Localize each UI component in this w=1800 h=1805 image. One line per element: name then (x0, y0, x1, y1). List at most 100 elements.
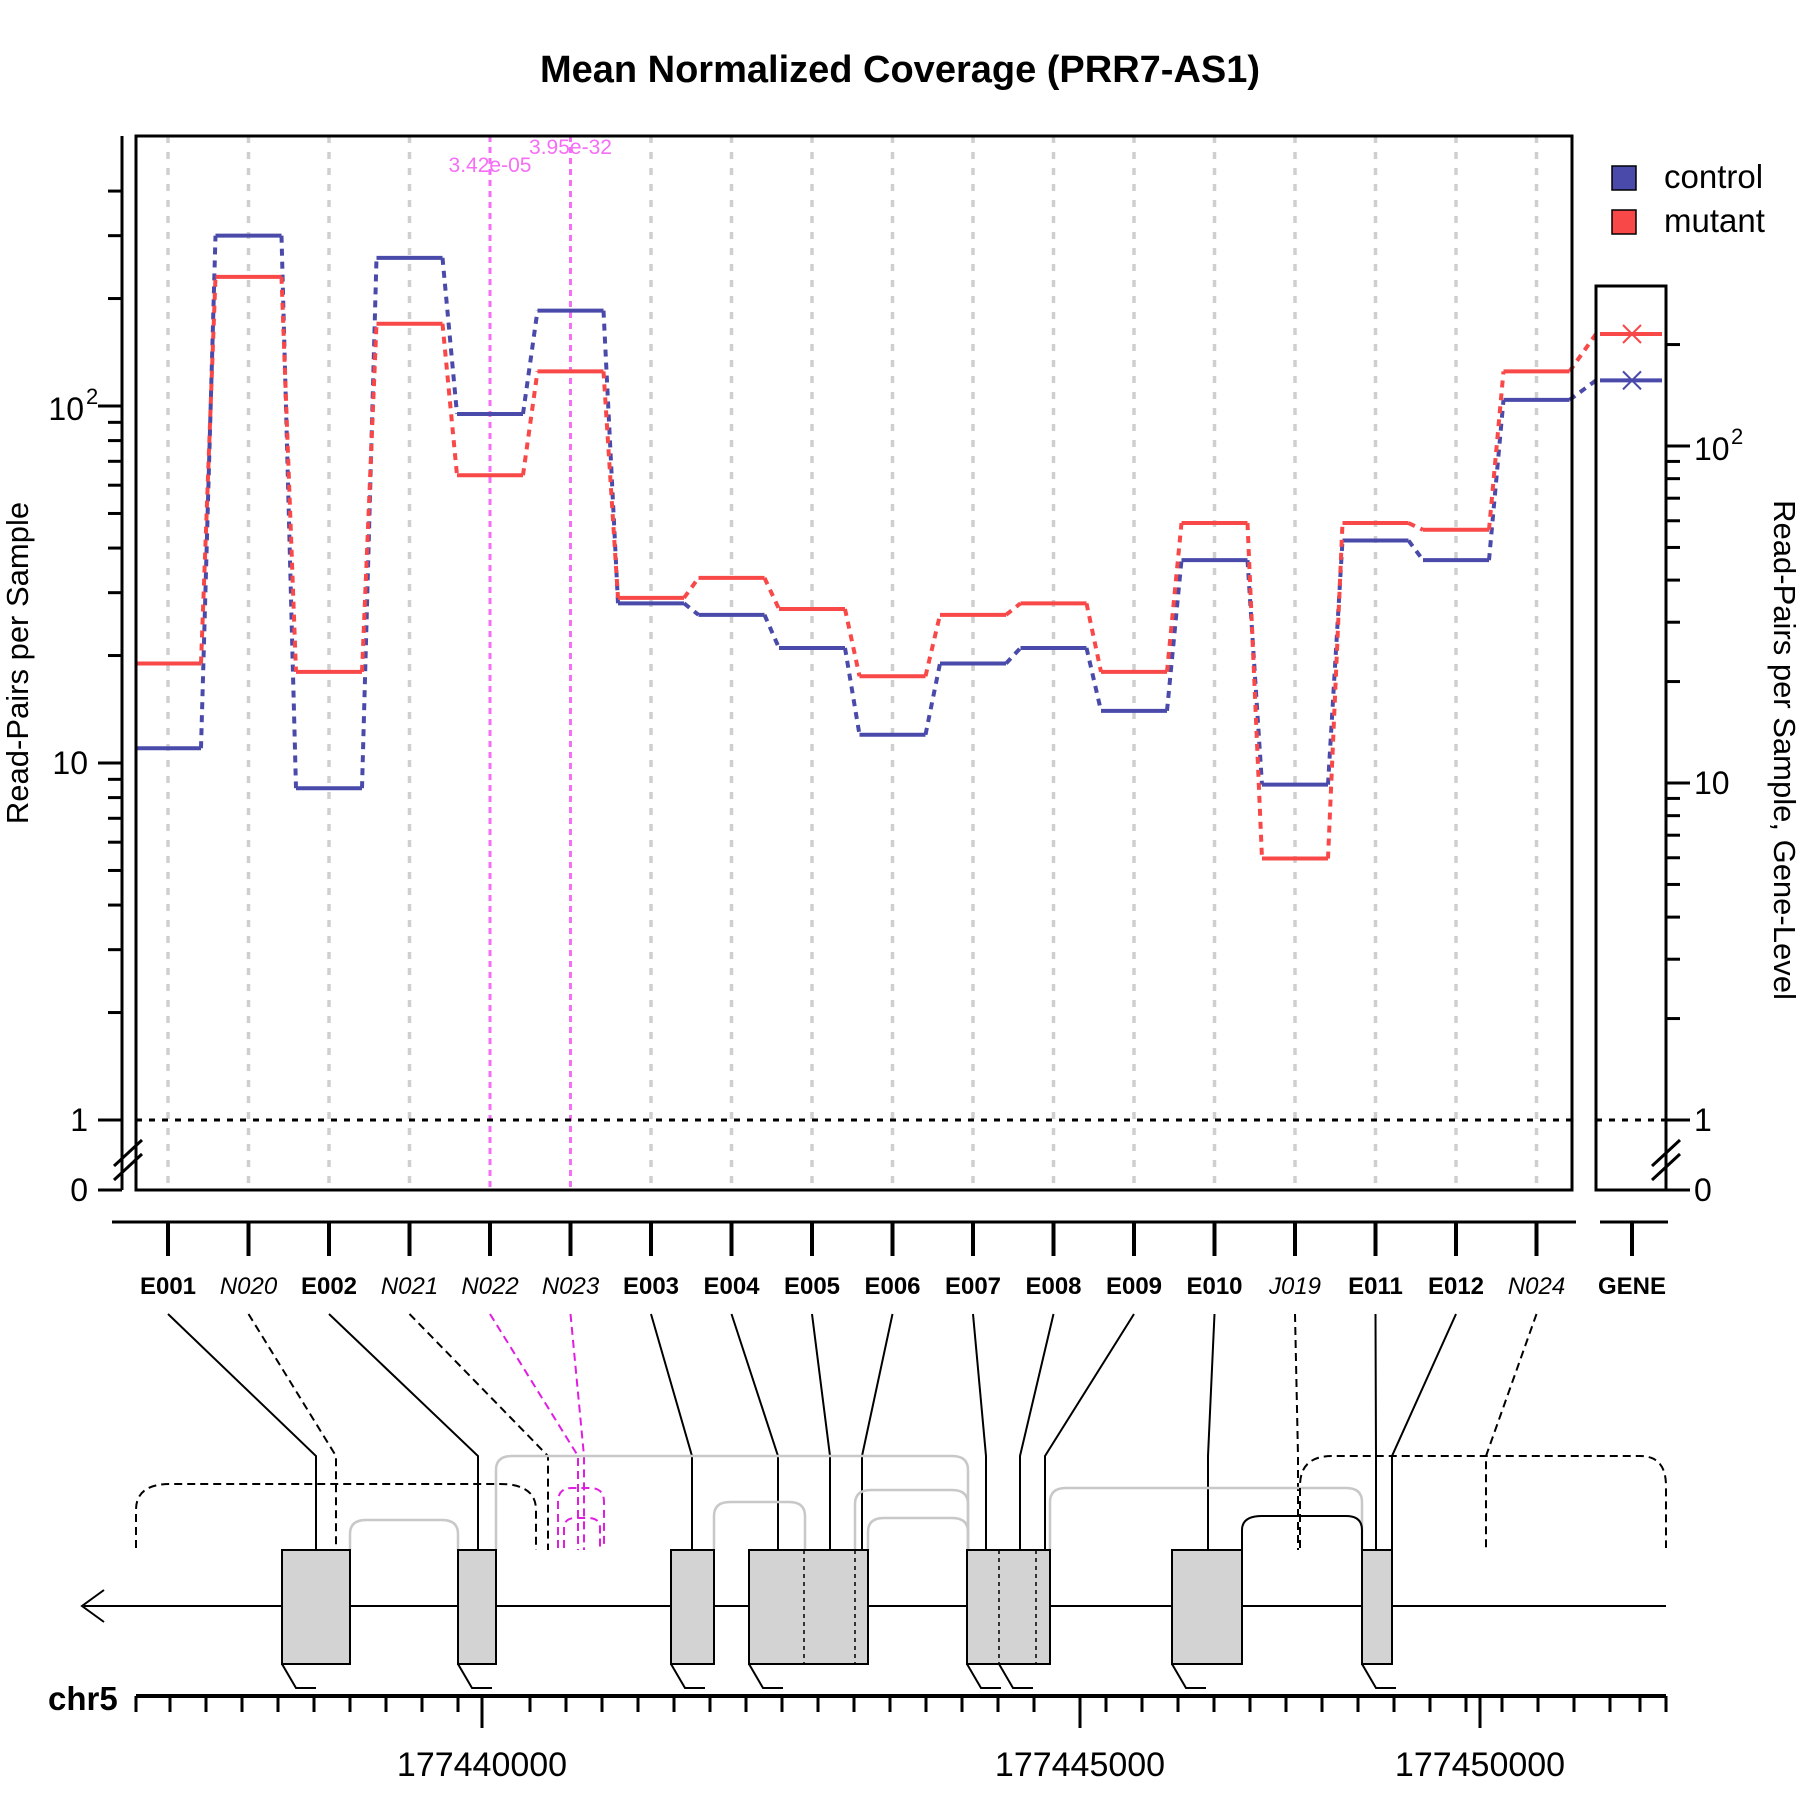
connector-mutant-2 (360, 323, 379, 672)
genome-tick-label-2: 177450000 (1395, 1746, 1565, 1784)
connector-control-11 (1084, 647, 1103, 712)
connector-mutant-13 (1245, 522, 1264, 859)
x-tick-label-E007: E007 (945, 1273, 1001, 1300)
y-tick-label-1: 1 (70, 1102, 88, 1138)
x-tick-label-E006: E006 (864, 1273, 920, 1300)
connector-mutant-14 (1326, 522, 1345, 859)
x-tick-label-E010: E010 (1186, 1273, 1242, 1300)
y-axis-label: Read-Pairs per Sample (0, 502, 35, 824)
exon-box-1 (457, 1549, 497, 1665)
exon-box-2 (670, 1549, 715, 1665)
grid-layer: 3.42e-053.95e-32 (136, 136, 1666, 1190)
connector-control-13 (1245, 560, 1264, 785)
connector-control-15 (1406, 539, 1425, 562)
feature-connector-E009 (1044, 1313, 1135, 1550)
x-tick-label-E008: E008 (1025, 1273, 1081, 1300)
connector-mutant-6 (682, 576, 701, 600)
x-tick-label-N022: N022 (461, 1273, 518, 1300)
feature-connector-J019 (1294, 1313, 1299, 1550)
x-tick-label-N023: N023 (542, 1273, 600, 1300)
exon-bracket-6 (1171, 1663, 1206, 1689)
connector-control-12 (1165, 559, 1184, 712)
connector-control-5 (601, 310, 620, 604)
series-layer (135, 233, 1662, 861)
connector-mutant-4 (521, 371, 540, 476)
exon-bracket-7 (1361, 1663, 1396, 1689)
x-tick-label-N020: N020 (220, 1273, 278, 1300)
gene-marker-mutant (1622, 324, 1642, 344)
connector-control-6 (682, 601, 700, 617)
strand-arrow-icon (80, 1589, 105, 1623)
exon-box-4 (966, 1549, 1051, 1665)
exon-bracket-2 (670, 1663, 705, 1689)
feature-connector-N022 (489, 1313, 579, 1550)
x-tick-label-E001: E001 (140, 1273, 196, 1300)
legend-swatch-control (1611, 165, 1637, 191)
feature-connector-E012 (1391, 1313, 1457, 1550)
feature-connector-N024 (1485, 1313, 1538, 1550)
gene-marker-control (1622, 370, 1642, 391)
pvalue-label-N022: 3.42e-05 (449, 154, 532, 177)
connector-control-10 (1004, 646, 1022, 665)
legend-swatch-mutant (1611, 209, 1637, 235)
y-tick-label-0: 0 (70, 1172, 88, 1208)
y2-tick-label-exp: 2 (1731, 424, 1743, 449)
genome-tick-label-1: 177445000 (995, 1746, 1165, 1784)
feature-connector-N020 (247, 1313, 337, 1550)
exon-box-6 (1361, 1549, 1393, 1665)
exon-bracket-5 (998, 1663, 1033, 1689)
feature-connector-E006 (861, 1313, 894, 1550)
gene-connector-control (1568, 378, 1598, 402)
connector-mutant-1 (279, 276, 298, 672)
feature-connector-E002 (328, 1313, 479, 1550)
exon-box-0 (281, 1549, 351, 1665)
x-tick-label-E002: E002 (301, 1273, 357, 1300)
connector-mutant-12 (1165, 522, 1184, 673)
x-tick-label-E009: E009 (1106, 1273, 1162, 1300)
axis-break-left (112, 1138, 144, 1182)
connector-mutant-15 (1407, 521, 1424, 532)
junction-arc-0 (348, 1518, 460, 1550)
y-tick-label-100: 10 (48, 391, 84, 427)
junction-arc-3 (853, 1488, 970, 1550)
legend-label-mutant: mutant (1664, 202, 1765, 239)
connector-mutant-11 (1084, 602, 1103, 673)
exon-bracket-0 (281, 1663, 316, 1689)
connector-control-7 (762, 614, 781, 649)
y2-tick-label-0: 0 (1694, 1172, 1712, 1208)
feature-connector-E008 (1019, 1313, 1055, 1550)
x-tick-label-E005: E005 (784, 1273, 840, 1300)
x-tick-label-E004: E004 (703, 1273, 760, 1300)
pvalue-label-N023: 3.95e-32 (529, 136, 612, 159)
x-tick-label-E011: E011 (1348, 1273, 1403, 1300)
x-tick-label-N021: N021 (381, 1273, 438, 1300)
feature-connector-E001 (167, 1313, 317, 1550)
connector-mutant-3 (440, 323, 459, 476)
y2-tick-label-10: 10 (1694, 765, 1730, 801)
x-tick-label-J019: J019 (1268, 1273, 1321, 1300)
feature-connector-E003 (650, 1313, 693, 1550)
legend-label-control: control (1664, 158, 1763, 195)
connector-mutant-9 (923, 614, 942, 677)
x-tick-label-E003: E003 (623, 1273, 679, 1300)
exon-box-5 (1171, 1549, 1243, 1665)
y-tick-label-exp: 2 (86, 384, 98, 409)
junction-arc-4 (866, 1516, 970, 1550)
y2-tick-label-100: 10 (1694, 431, 1730, 467)
connector-control-8 (843, 647, 862, 736)
gene-model: 177440000 177445000 177450000 chr5 (48, 1313, 1668, 1784)
feature-connector-E007 (972, 1313, 987, 1550)
connector-mutant-16 (1487, 371, 1506, 530)
connector-control-4 (521, 310, 540, 415)
genome-tick-label-0: 177440000 (397, 1746, 567, 1784)
y2-tick-label-1: 1 (1694, 1102, 1712, 1138)
novel-arc-N020 (135, 1483, 537, 1550)
axis-break-right (1650, 1138, 1682, 1182)
exon-bracket-4 (966, 1663, 1001, 1689)
legend: control mutant (1611, 158, 1765, 239)
main-panel-frame (134, 134, 1574, 1192)
junction-arc-1 (494, 1454, 970, 1550)
sig-arc-N023 (563, 1517, 601, 1548)
